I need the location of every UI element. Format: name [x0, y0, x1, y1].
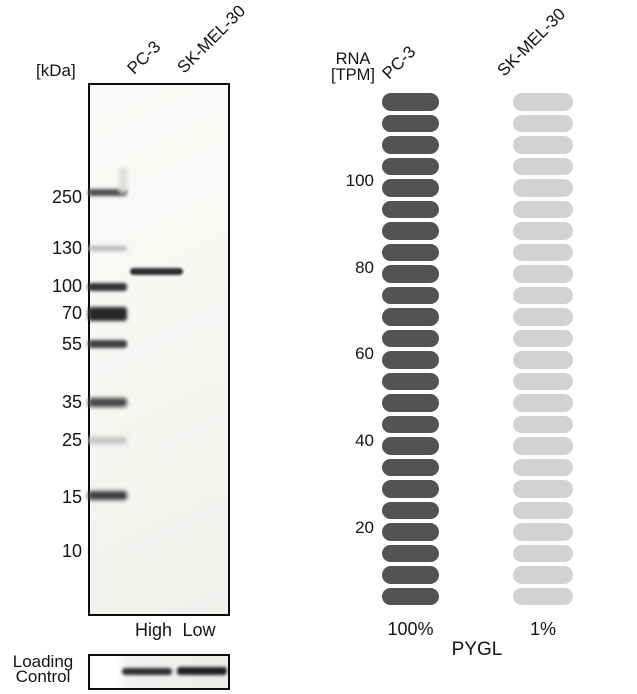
wb-lane-label-skmel30: SK-MEL-30	[173, 1, 250, 77]
rna-axis-tick-80: 80	[355, 258, 374, 277]
rna-unit-pill	[382, 157, 439, 175]
marker-label-35kda: 35	[61, 392, 82, 412]
rna-axis-tick-60: 60	[355, 344, 374, 363]
rna-unit-pill	[513, 523, 573, 541]
gene-name-label: PYGL	[451, 639, 503, 660]
marker-label-100kda: 100	[51, 276, 82, 296]
marker-label-10kda: 10	[61, 541, 82, 561]
ladder-band	[88, 398, 127, 407]
rna-unit-pill	[382, 501, 439, 519]
rna-unit-pill	[513, 136, 573, 154]
rna-tpm-axis-title: RNA [TPM]	[324, 50, 382, 84]
rna-unit-pill	[382, 523, 439, 541]
rna-unit-pill	[513, 308, 573, 326]
rna-unit-pill	[382, 480, 439, 498]
rna-unit-pill	[382, 93, 439, 111]
rna-unit-pill	[513, 437, 573, 455]
chart-category-label-pc3: PC-3	[378, 42, 420, 83]
marker-label-70kda: 70	[61, 303, 82, 323]
rna-unit-pill	[382, 200, 439, 218]
loading-control-label-line2: Control	[15, 667, 71, 686]
wb-lane-label-pc3: PC-3	[123, 37, 165, 78]
loading-control-band-skmel30	[177, 667, 227, 675]
rna-unit-pill	[513, 587, 573, 605]
rna-unit-pill	[513, 114, 573, 132]
rna-axis-tick-100: 100	[345, 171, 374, 190]
ladder-band	[88, 491, 127, 500]
rna-unit-pill	[382, 243, 439, 261]
rna-unit-pill	[513, 566, 573, 584]
rna-unit-pill	[513, 200, 573, 218]
lane-expression-low-label: Low	[182, 620, 216, 640]
loading-control-band-pc3	[122, 668, 172, 675]
marker-label-250kda: 250	[51, 187, 82, 207]
rna-unit-pill	[513, 329, 573, 347]
rna-unit-pill	[382, 222, 439, 240]
rna-unit-pill	[382, 458, 439, 476]
pygl-band-pc3-lane	[130, 268, 183, 275]
rna-unit-pill	[382, 415, 439, 433]
rna-unit-pill	[382, 136, 439, 154]
rna-unit-pill	[513, 394, 573, 412]
rna-unit-pill	[513, 243, 573, 261]
rna-unit-pill	[513, 544, 573, 562]
rna-unit-pill	[382, 351, 439, 369]
marker-label-130kda: 130	[51, 238, 82, 258]
rna-unit-pill	[513, 351, 573, 369]
loading-control-blot	[88, 654, 230, 690]
percent-label-pc3: 100%	[387, 619, 434, 639]
western-blot-image	[88, 83, 230, 616]
rna-unit-pill	[513, 265, 573, 283]
rna-axis-tick-20: 20	[355, 518, 374, 537]
rna-title-line1: RNA	[335, 50, 371, 68]
rna-bar-skmel30	[513, 93, 573, 605]
rna-title-line2: [TPM]	[331, 65, 375, 84]
marker-label-55kda: 55	[61, 334, 82, 354]
ladder-band	[88, 189, 127, 196]
rna-unit-pill	[513, 179, 573, 197]
rna-unit-pill	[513, 286, 573, 304]
rna-unit-pill	[382, 544, 439, 562]
rna-unit-pill	[382, 329, 439, 347]
rna-unit-pill	[513, 372, 573, 390]
rna-unit-pill	[382, 265, 439, 283]
rna-axis-tick-40: 40	[355, 431, 374, 450]
ladder-band	[88, 340, 127, 348]
rna-unit-pill	[382, 372, 439, 390]
kda-axis-label: [kDa]	[36, 61, 76, 80]
rna-unit-pill	[513, 415, 573, 433]
rna-unit-pill	[513, 458, 573, 476]
rna-unit-pill	[513, 93, 573, 111]
percent-label-skmel30: 1%	[529, 619, 556, 639]
rna-unit-pill	[382, 566, 439, 584]
rna-unit-pill	[382, 179, 439, 197]
rna-unit-pill	[513, 501, 573, 519]
ladder-band	[88, 307, 127, 321]
ladder-band	[88, 246, 127, 251]
rna-unit-pill	[513, 222, 573, 240]
ladder-band	[88, 283, 127, 291]
rna-unit-pill	[513, 157, 573, 175]
faint-smear	[119, 167, 127, 194]
chart-category-label-skmel30: SK-MEL-30	[493, 4, 570, 80]
rna-unit-pill	[382, 114, 439, 132]
loading-control-label: Loading Control	[4, 652, 82, 686]
marker-label-25kda: 25	[61, 430, 82, 450]
rna-unit-pill	[382, 308, 439, 326]
rna-bar-pc3	[382, 93, 439, 605]
lane-expression-high-label: High	[134, 620, 173, 640]
marker-label-15kda: 15	[61, 487, 82, 507]
rna-unit-pill	[382, 587, 439, 605]
rna-unit-pill	[382, 437, 439, 455]
loading-control-label-line1: Loading	[12, 652, 74, 671]
rna-unit-pill	[382, 394, 439, 412]
ladder-band	[88, 437, 127, 444]
rna-unit-pill	[382, 286, 439, 304]
rna-unit-pill	[513, 480, 573, 498]
